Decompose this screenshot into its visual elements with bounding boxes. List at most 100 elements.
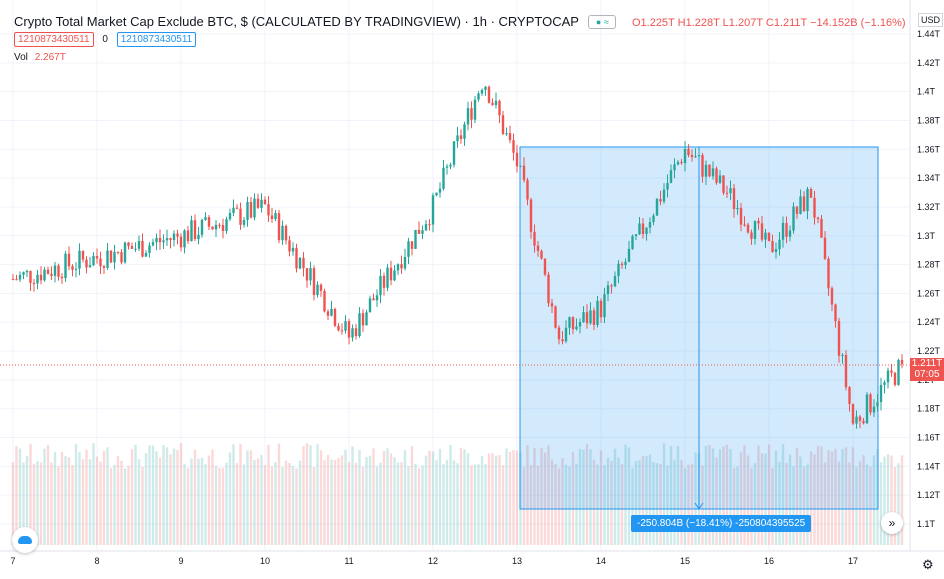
price-tick-label: 1.1T [917,519,936,529]
volume-bar [127,465,130,545]
candle-body [508,133,512,141]
volume-bar [291,466,295,545]
candle-body [158,237,162,243]
candle-body [456,135,459,142]
volume-bar [407,466,410,545]
volume-bar [148,445,151,545]
volume-bar [151,445,155,545]
volume-bar [729,448,732,545]
volume-bar [704,446,708,545]
price-tick-label: 1.36T [917,144,941,154]
time-tick-label: 11 [344,556,353,566]
candle-body [179,236,183,248]
chevron-double-right-icon[interactable]: » [881,512,903,534]
volume-bar [372,448,375,545]
volume-bar [228,452,232,545]
time-tick-label: 10 [260,556,270,566]
candle-body [305,268,309,281]
candle-body [498,100,501,116]
volume-bar [613,448,617,545]
volume-bar [869,466,872,545]
candle-body [515,152,519,167]
volume-bar [298,460,302,545]
volume-bar [760,453,764,545]
candle-body [127,242,130,247]
volume-bar [617,457,620,545]
volume-bar [834,448,837,545]
volume-bar [599,450,603,545]
volume-bar [501,465,505,545]
candle-body [606,285,610,295]
gear-icon[interactable]: ⚙ [922,557,934,572]
candle-body [732,188,736,210]
volume-bar [95,456,99,545]
volume-bar [106,447,109,545]
volume-bar [564,464,568,545]
candle-body [750,232,753,239]
volume-bar [739,452,743,545]
volume-bar [400,462,403,545]
time-axis[interactable]: 7 8 9 10 11 12 13 14 15 16 17 [10,556,858,566]
candle-body [550,303,554,307]
volume-bar [484,463,487,545]
candle-body [74,268,78,270]
volume-bar [844,447,848,545]
candle-body [113,251,116,263]
volume-bar [25,456,29,545]
volume-bar [242,464,246,545]
candle-body [816,217,820,219]
volume-bar [169,454,172,545]
candle-body [722,175,725,193]
symbol-title[interactable]: Crypto Total Market Cap Exclude BTC, $ (… [14,14,579,29]
candle-body [144,252,148,257]
candle-body [281,225,284,241]
candle-body [638,223,641,235]
volume-bar [358,449,361,545]
volume-bar [610,461,613,545]
volume-bar [99,461,102,545]
volume-bar [197,458,200,545]
volume-bar [736,466,739,545]
candle-body [820,218,823,238]
volume-bar [60,452,64,545]
candle-body [519,165,522,167]
candle-body [687,148,690,156]
eye-icon[interactable]: ● ≈ [588,14,617,29]
volume-bar [239,443,242,545]
volume-bar [344,449,347,545]
volume-bar [214,465,218,545]
candle-body [757,220,760,224]
volume-bar [235,463,239,545]
last-price-value: 1.211T [911,358,943,369]
price-axis[interactable]: 1.1T1.12T1.14T1.16T1.18T1.2T1.22T1.24T1.… [917,29,941,529]
candle-body [36,274,39,284]
ohlc-values: O1.225T H1.228T L1.207T C1.211T −14.152B… [631,17,906,29]
volume-bar [326,454,330,545]
candle-body [393,270,396,281]
volume-bar [683,468,687,545]
volume-bar [431,451,435,545]
volume-value: 2.267T [34,52,66,63]
volume-bar [841,449,844,545]
candle-body [137,240,141,249]
candle-body [214,224,218,230]
currency-label[interactable]: USD [918,13,944,27]
candle-body [620,263,624,266]
volume-bar [557,468,561,545]
volume-bar [855,466,858,545]
volume-bar [694,452,697,545]
candle-body [564,327,568,342]
candle-body [578,321,582,327]
candle-body [785,222,788,237]
candle-body [410,241,414,249]
candle-body [197,234,200,240]
candle-body [204,217,207,220]
candle-body [71,266,74,270]
volume-bar [144,453,148,545]
tradingview-logo-icon[interactable] [12,527,38,553]
volume-bar [522,467,526,545]
candle-body [624,261,627,266]
volume-label[interactable]: Vol [14,52,28,63]
volume-bar [368,455,372,545]
